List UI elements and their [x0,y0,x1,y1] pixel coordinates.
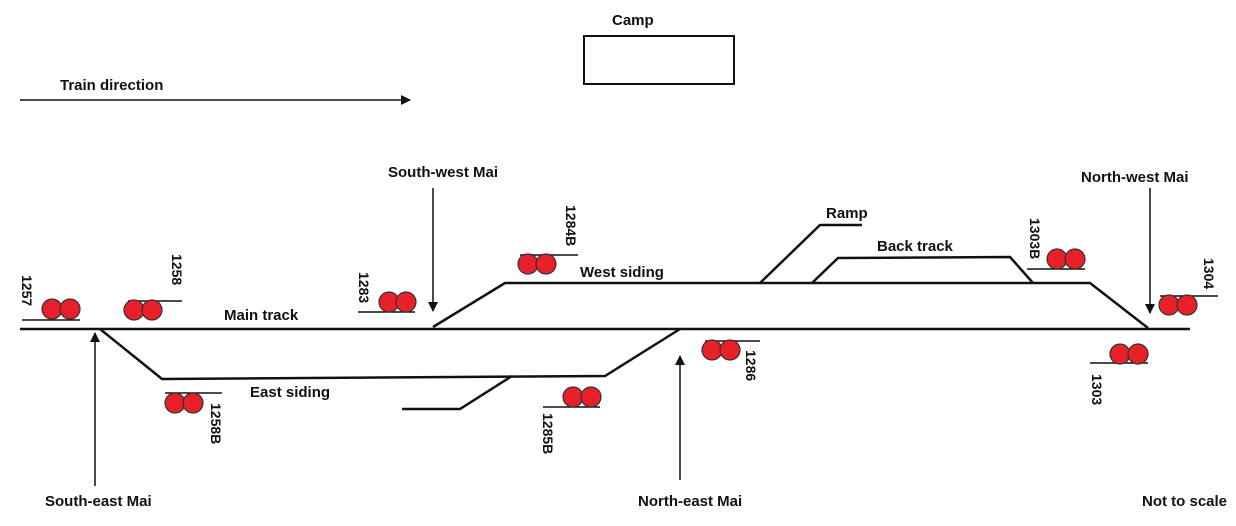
signal-lamp [141,299,163,321]
signal-1257: 1257 [19,275,81,321]
signal-lamp [517,253,539,275]
signal-lamp [1158,294,1180,316]
south-west-mai-label: South-west Mai [388,164,498,181]
east-spur-track [402,374,513,411]
signal-lamp [41,298,63,320]
signal-lamp [59,298,81,320]
north-east-mai-label: North-east Mai [638,493,742,510]
camp-box [583,35,735,85]
signal-lamp [719,339,741,361]
south-east-mai-label: South-east Mai [45,493,152,510]
ramp-label: Ramp [826,205,868,222]
signal-lamp [535,253,557,275]
signal-1258B: 1258B [164,392,224,444]
back-track [811,255,1034,284]
signal-label: 1303B [1027,218,1043,259]
signal-label: 1283 [356,272,372,303]
signal-label: 1257 [19,275,35,306]
signal-1304: 1304 [1158,258,1218,316]
train-direction-label: Train direction [60,77,163,94]
signal-lamp [182,392,204,414]
signal-1284B: 1284B [517,205,579,275]
signal-label: 1303 [1089,374,1105,405]
camp-label: Camp [612,12,654,29]
signal-1258: 1258 [123,254,185,321]
signal-label: 1285B [540,413,556,454]
signal-label: 1284B [563,205,579,246]
main-track-label: Main track [224,307,299,324]
signal-lamp [123,299,145,321]
signal-lamp [701,339,723,361]
signal-1303B: 1303B [1027,218,1086,270]
back-track-label: Back track [877,238,954,255]
signal-lamp [395,291,417,313]
north-west-mai-label: North-west Mai [1081,169,1189,186]
signal-lamp [1127,343,1149,365]
signal-lamp [1176,294,1198,316]
west-siding [432,281,1149,329]
signal-1285B: 1285B [540,386,602,454]
signal-lamp [1109,343,1131,365]
east-siding-label: East siding [250,384,330,401]
signal-1283: 1283 [356,272,417,313]
signal-lamp [1046,248,1068,270]
signal-label: 1258 [169,254,185,285]
signal-lamp [580,386,602,408]
signal-label: 1286 [743,350,759,381]
ramp-track [759,223,862,284]
signal-lamp [164,392,186,414]
signal-label: 1258B [208,403,224,444]
not-to-scale-note: Not to scale [1142,493,1227,510]
signal-lamp [1064,248,1086,270]
signal-lamp [562,386,584,408]
signal-label: 1304 [1201,258,1217,289]
signal-1286: 1286 [701,339,760,381]
signal-1303: 1303 [1089,343,1149,405]
west-siding-label: West siding [580,264,664,281]
east-siding [99,327,681,381]
